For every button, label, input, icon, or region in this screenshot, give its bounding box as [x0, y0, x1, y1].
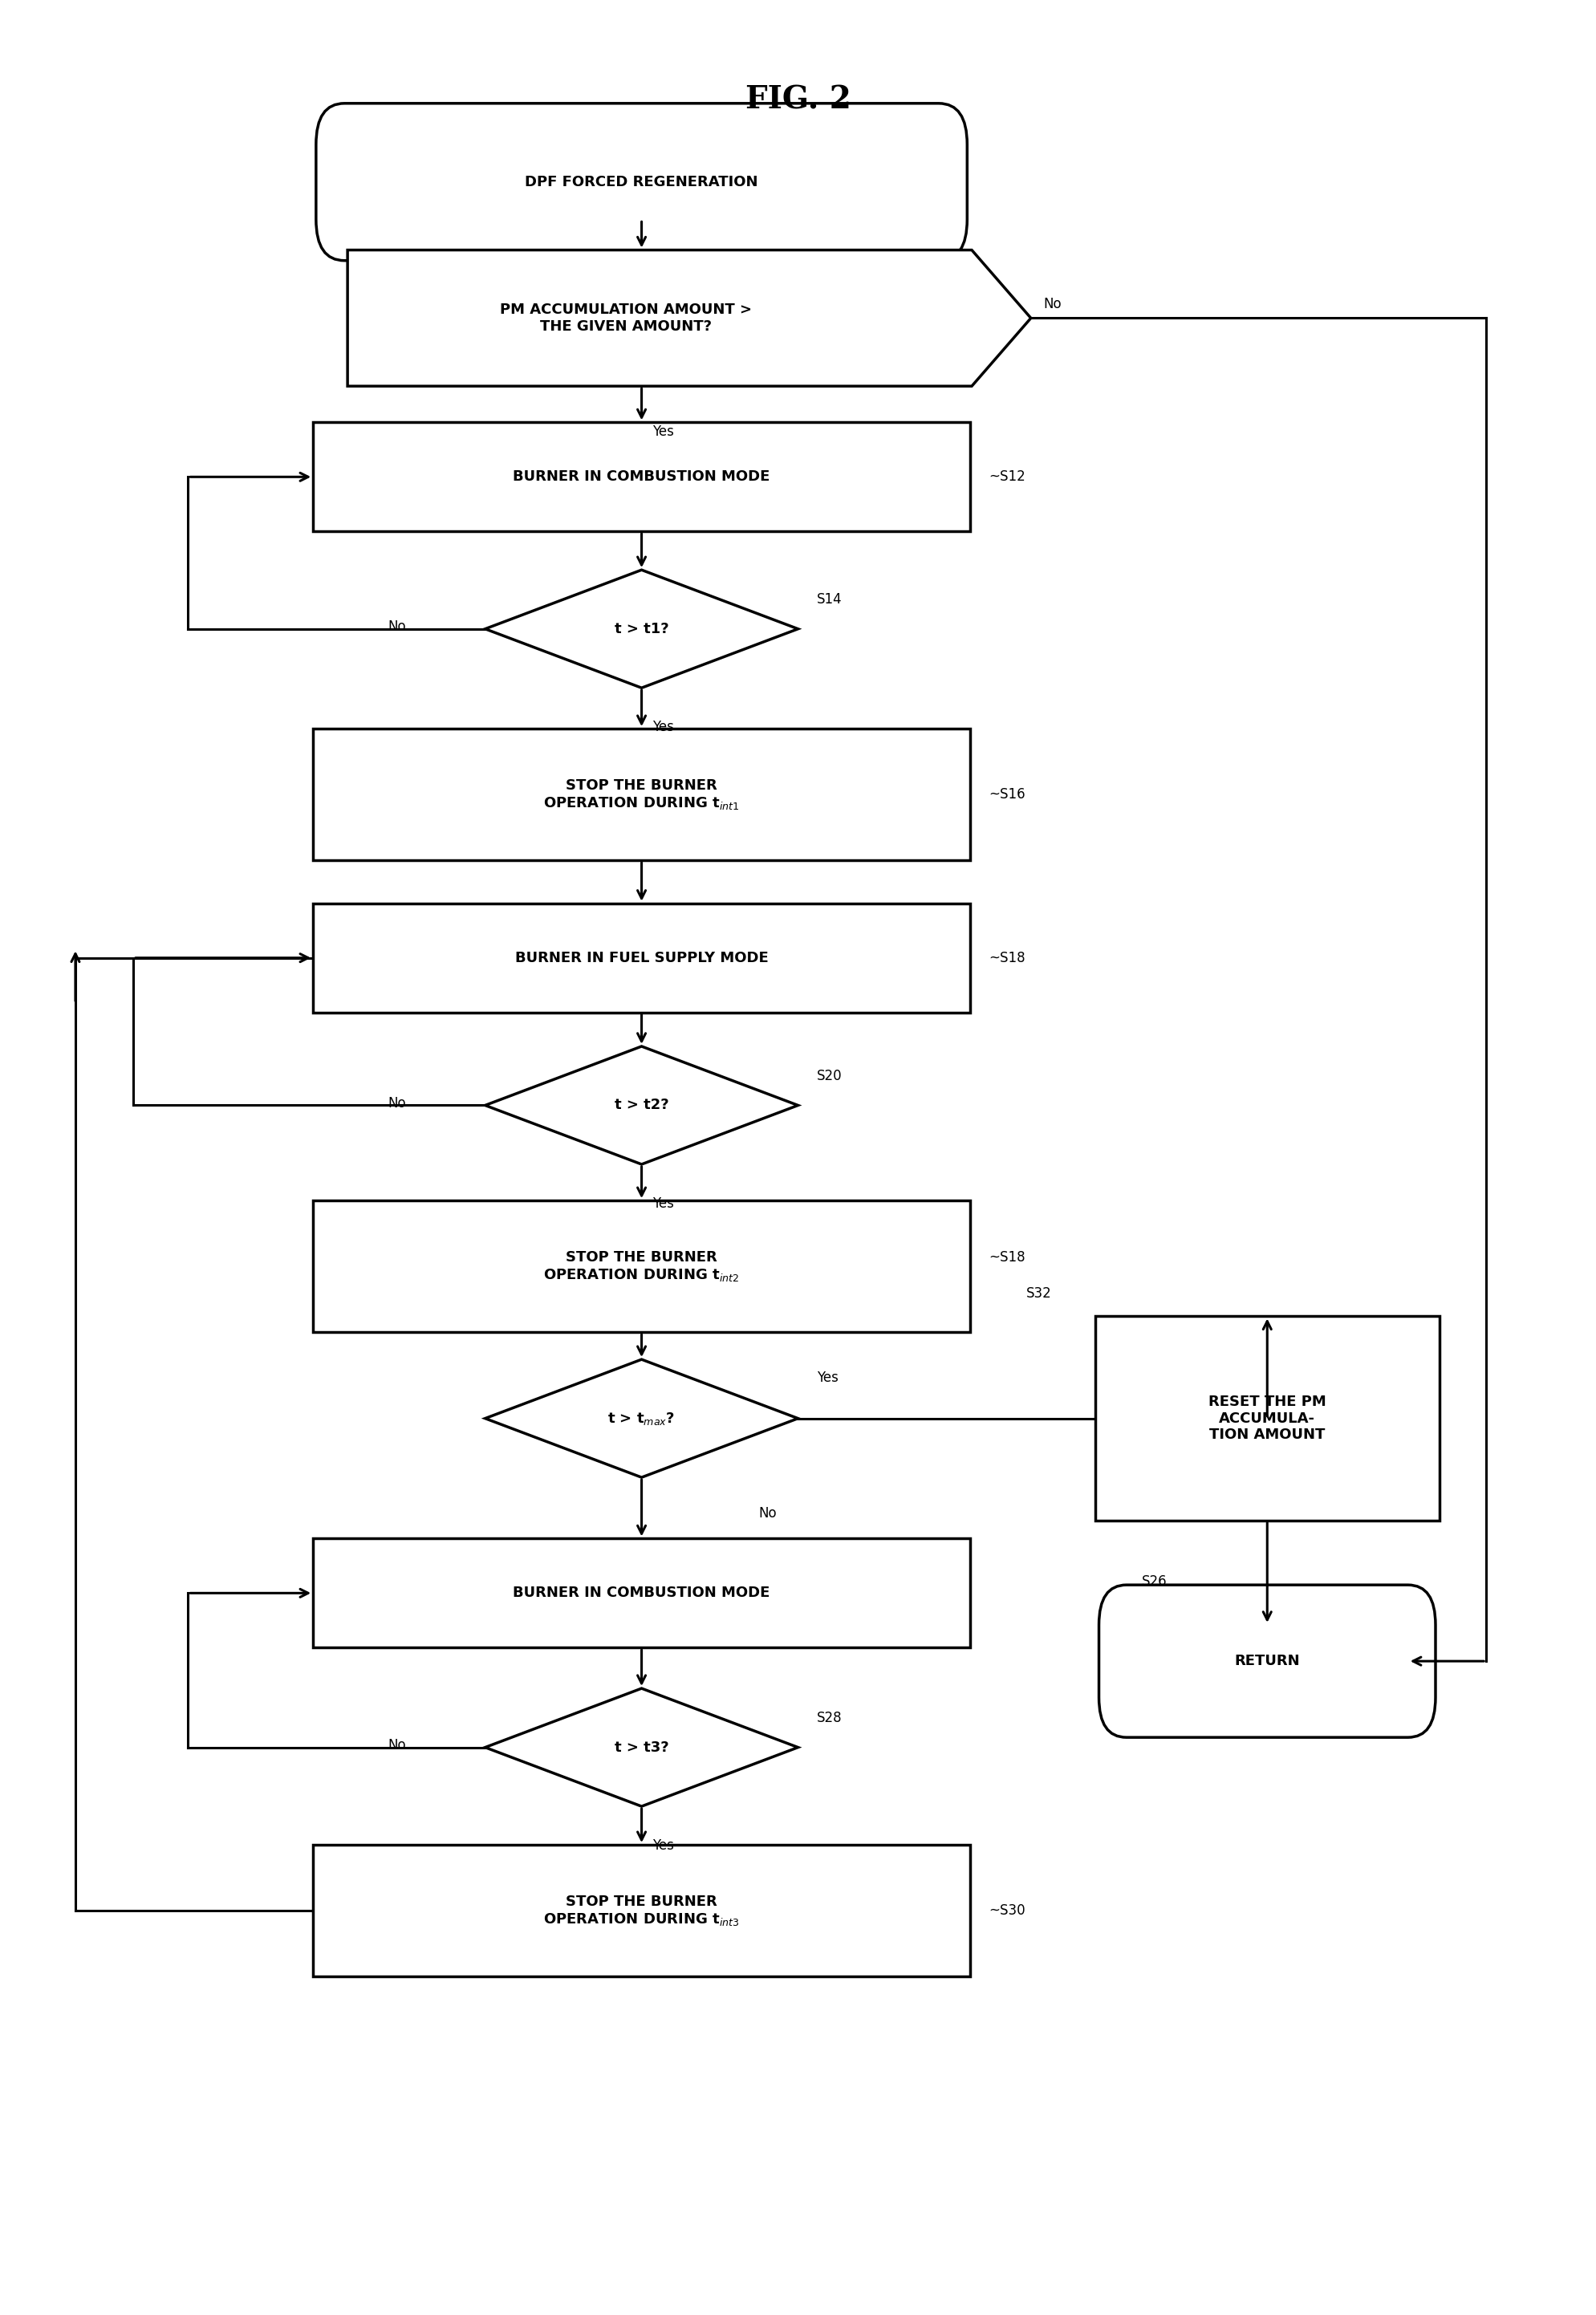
FancyBboxPatch shape — [1100, 1586, 1435, 1736]
Text: STOP THE BURNER
OPERATION DURING t$_{int3}$: STOP THE BURNER OPERATION DURING t$_{int… — [544, 1894, 739, 1926]
Text: ~S18: ~S18 — [990, 1250, 1025, 1264]
Text: RESET THE PM
ACCUMULA-
TION AMOUNT: RESET THE PM ACCUMULA- TION AMOUNT — [1208, 1394, 1326, 1442]
FancyBboxPatch shape — [313, 421, 970, 532]
FancyBboxPatch shape — [313, 1539, 970, 1648]
FancyBboxPatch shape — [313, 1201, 970, 1331]
Text: PM ACCUMULATION AMOUNT >
THE GIVEN AMOUNT?: PM ACCUMULATION AMOUNT > THE GIVEN AMOUN… — [500, 303, 752, 333]
Text: No: No — [388, 1095, 407, 1111]
Text: S14: S14 — [817, 593, 843, 607]
Text: No: No — [388, 620, 407, 634]
Text: S28: S28 — [817, 1711, 843, 1725]
Text: No: No — [388, 1739, 407, 1752]
Polygon shape — [485, 1046, 798, 1164]
Polygon shape — [485, 1688, 798, 1806]
Text: S26: S26 — [1143, 1574, 1167, 1588]
FancyBboxPatch shape — [313, 729, 970, 861]
Text: t > t1?: t > t1? — [614, 623, 669, 637]
Text: S32: S32 — [1026, 1287, 1052, 1301]
Text: t > t$_{max}$?: t > t$_{max}$? — [608, 1410, 675, 1426]
Text: BURNER IN FUEL SUPPLY MODE: BURNER IN FUEL SUPPLY MODE — [516, 951, 768, 965]
Text: t > t2?: t > t2? — [614, 1097, 669, 1114]
Text: FIG. 2: FIG. 2 — [745, 86, 851, 116]
Polygon shape — [348, 250, 1031, 387]
Text: RETURN: RETURN — [1234, 1653, 1301, 1669]
Text: t > t3?: t > t3? — [614, 1741, 669, 1755]
Text: STOP THE BURNER
OPERATION DURING t$_{int1}$: STOP THE BURNER OPERATION DURING t$_{int… — [544, 778, 739, 810]
Text: ~S30: ~S30 — [990, 1903, 1025, 1917]
Text: Yes: Yes — [653, 1838, 674, 1852]
Text: BURNER IN COMBUSTION MODE: BURNER IN COMBUSTION MODE — [512, 470, 771, 484]
FancyBboxPatch shape — [313, 1845, 970, 1977]
Text: No: No — [1044, 296, 1061, 313]
Text: Yes: Yes — [653, 720, 674, 734]
Text: S20: S20 — [817, 1070, 843, 1083]
Text: ~S16: ~S16 — [990, 787, 1025, 801]
Text: ~S12: ~S12 — [990, 470, 1026, 484]
Polygon shape — [485, 1359, 798, 1477]
Text: ~S18: ~S18 — [990, 951, 1025, 965]
FancyBboxPatch shape — [316, 104, 967, 262]
Text: Yes: Yes — [653, 1197, 674, 1211]
Text: Yes: Yes — [653, 424, 674, 440]
FancyBboxPatch shape — [313, 903, 970, 1012]
Text: No: No — [758, 1507, 777, 1521]
Text: BURNER IN COMBUSTION MODE: BURNER IN COMBUSTION MODE — [512, 1586, 771, 1600]
FancyBboxPatch shape — [1095, 1317, 1440, 1521]
Text: DPF FORCED REGENERATION: DPF FORCED REGENERATION — [525, 174, 758, 190]
Text: STOP THE BURNER
OPERATION DURING t$_{int2}$: STOP THE BURNER OPERATION DURING t$_{int… — [544, 1250, 739, 1283]
Polygon shape — [485, 569, 798, 688]
Text: Yes: Yes — [817, 1370, 838, 1384]
